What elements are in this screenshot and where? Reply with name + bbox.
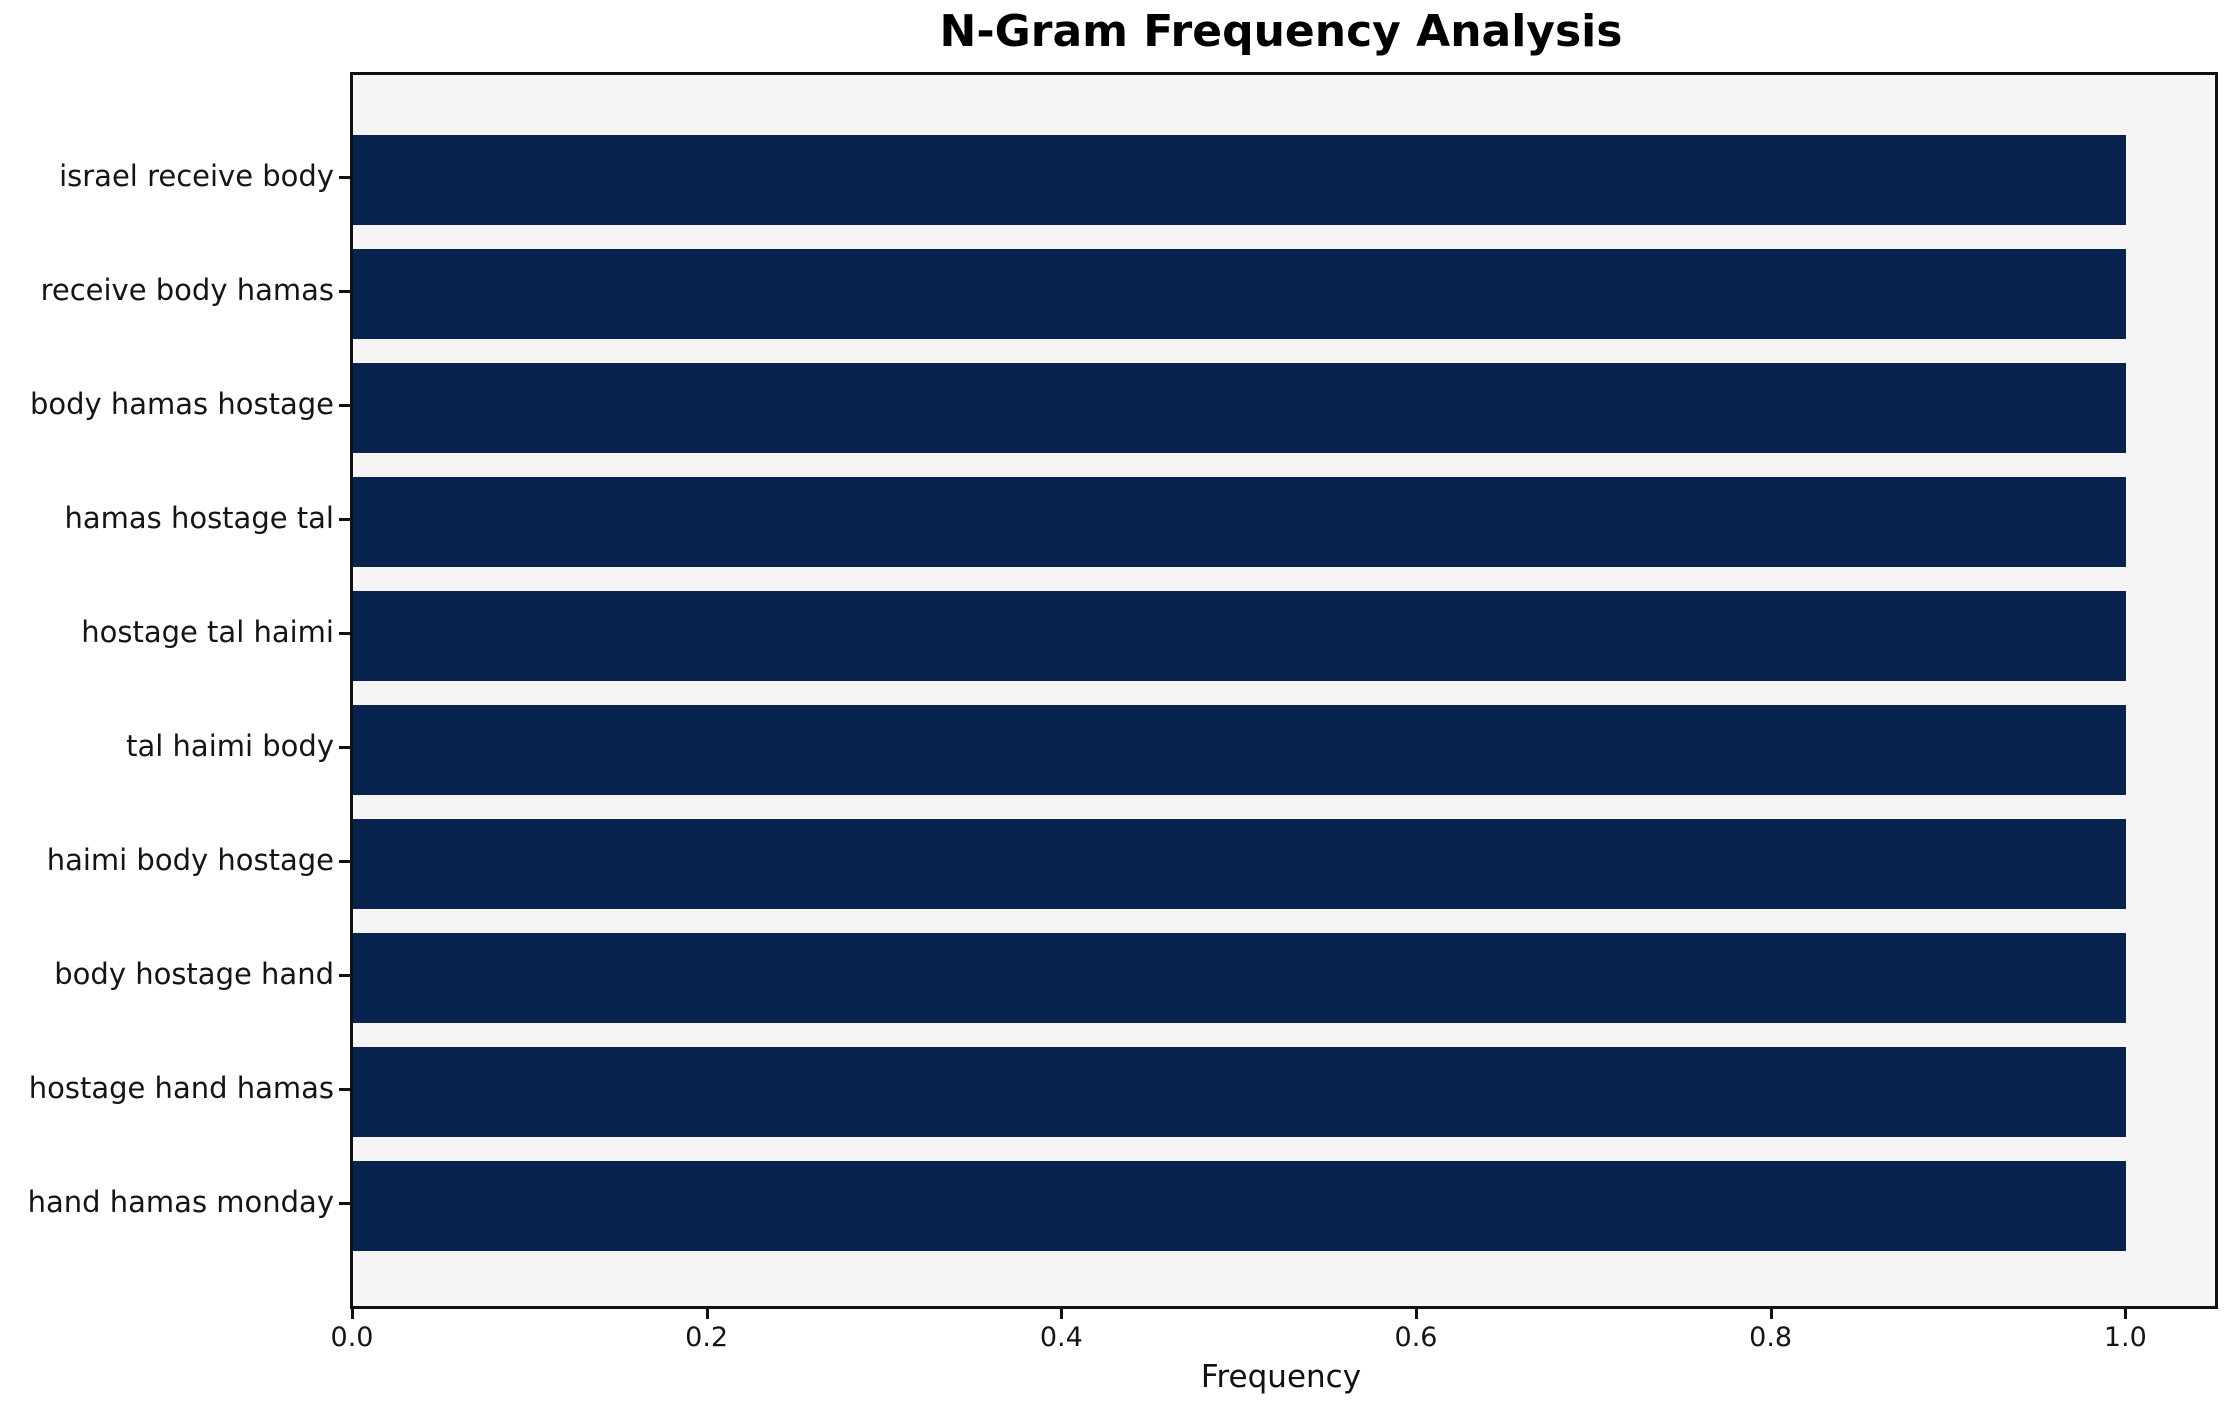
y-tick-label: tal haimi body [126,729,334,763]
y-tick-label: body hostage hand [54,957,334,991]
y-tick-label: hamas hostage tal [64,501,334,535]
x-tick-mark [2124,1306,2128,1319]
bar [353,477,2127,567]
x-axis-label: Frequency [1200,1359,1362,1395]
x-tick-mark [1060,1306,1064,1319]
chart-title: N-Gram Frequency Analysis [939,6,1623,57]
x-tick-label: 0.0 [330,1322,374,1353]
x-tick-mark [1415,1306,1418,1319]
y-tick-mark [339,746,350,749]
x-tick-label: 0.6 [1394,1322,1438,1353]
x-tick-mark [351,1306,354,1319]
y-tick-label: receive body hamas [40,273,334,307]
x-tick-label: 0.2 [685,1322,729,1353]
y-tick-label: israel receive body [59,159,334,193]
x-tick-mark [1769,1306,1773,1319]
y-tick-mark [339,974,350,977]
x-tick-label: 0.8 [1749,1322,1793,1353]
bar [353,363,2127,453]
bar [353,1047,2127,1137]
y-tick-mark [339,860,350,863]
bar [353,1161,2127,1251]
y-tick-label: haimi body hostage [46,843,334,877]
bar [353,135,2127,225]
y-tick-label: hostage hand hamas [28,1071,334,1105]
y-tick-mark [339,1088,350,1091]
y-tick-label: body hamas hostage [29,387,334,421]
bar [353,591,2127,681]
bar [353,819,2127,909]
y-tick-label: hostage tal haimi [81,615,334,649]
y-axis-labels: israel receive body receive body hamas bod… [0,72,334,1303]
bar [353,933,2127,1023]
y-tick-mark [339,1202,350,1205]
plot-area [350,72,2218,1309]
y-tick-label: hand hamas monday [27,1185,334,1219]
y-tick-mark [339,404,350,407]
y-tick-mark [339,176,350,179]
x-tick-label: 1.0 [2103,1322,2147,1353]
bar [353,705,2127,795]
x-tick-label: 0.4 [1039,1322,1083,1353]
x-tick-mark [705,1306,709,1319]
y-tick-mark [339,518,350,521]
y-tick-mark [339,632,350,635]
bar [353,249,2127,339]
y-tick-mark [339,290,350,293]
